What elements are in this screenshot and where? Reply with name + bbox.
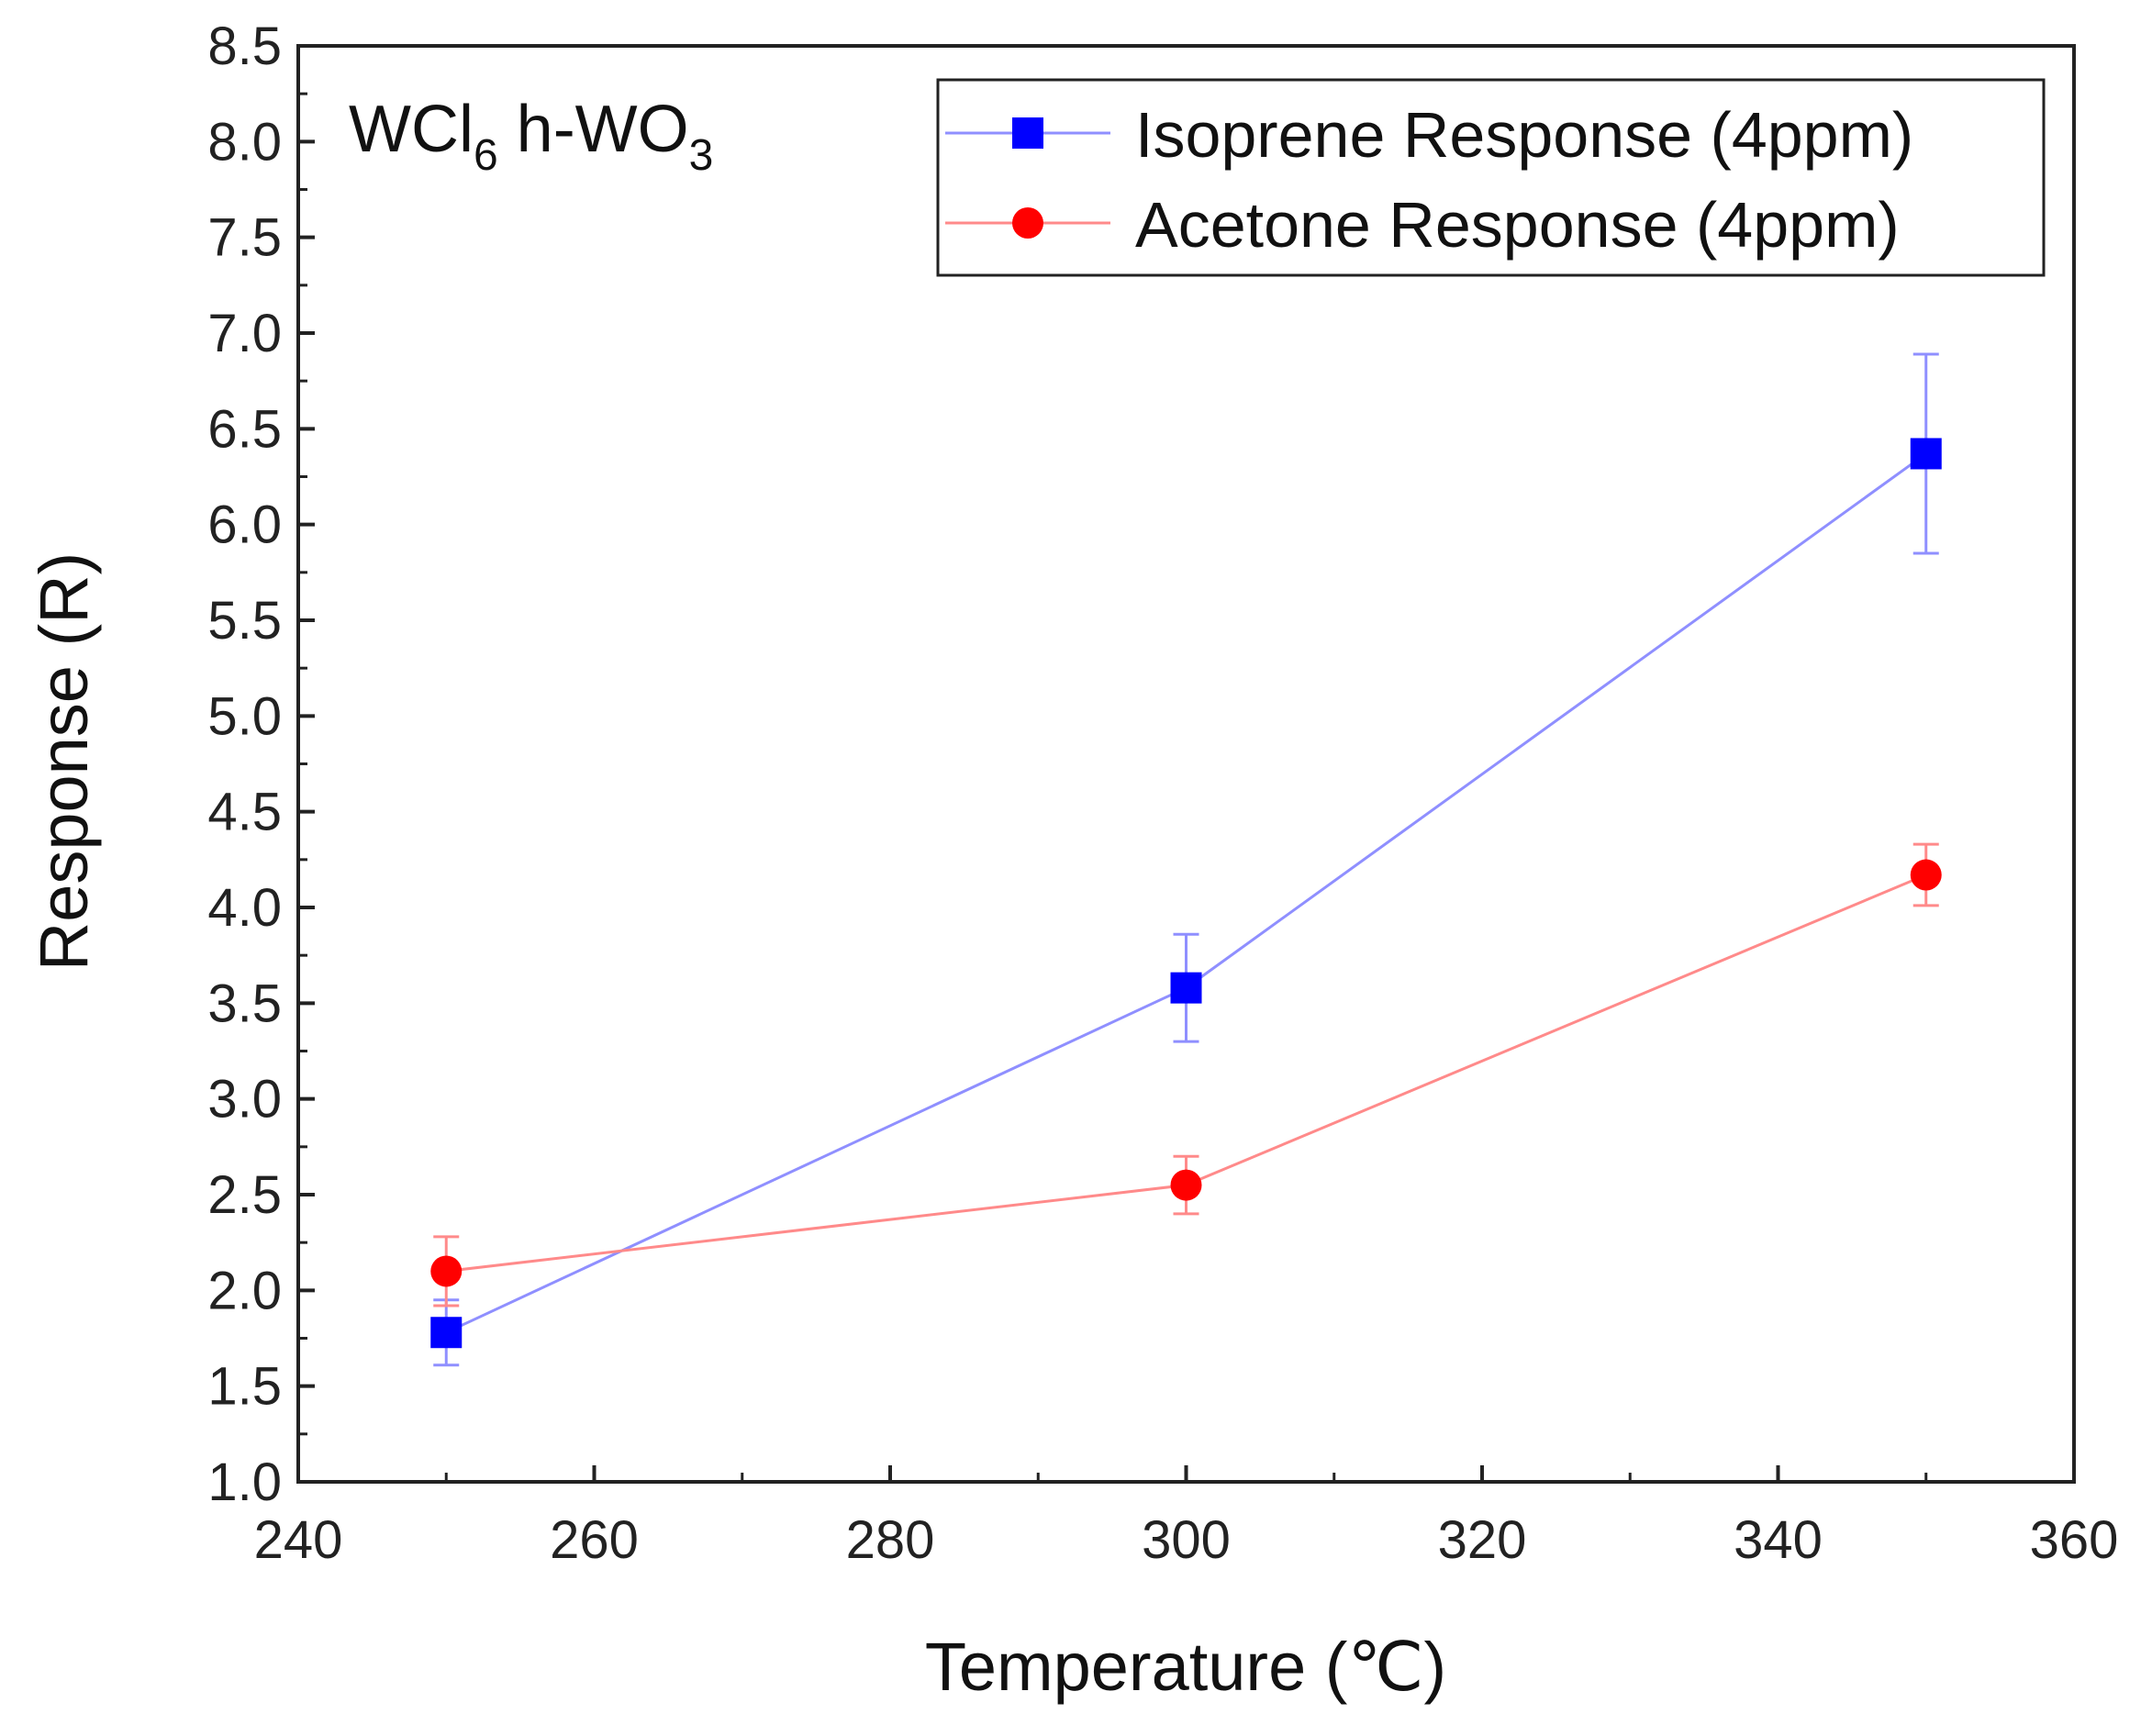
y-tick-label: 3.0 [207,1070,282,1130]
x-tick-label: 280 [846,1510,935,1570]
isoprene-point [1170,972,1202,1004]
x-tick-label: 260 [550,1510,639,1570]
y-tick-label: 3.5 [207,974,282,1033]
acetone-point [1910,859,1942,891]
y-tick-label: 8.5 [207,17,282,76]
annotation-sub-2: 3 [689,131,714,180]
y-tick-label: 7.0 [207,304,282,363]
y-tick-label: 4.5 [207,783,282,842]
x-tick-label: 340 [1734,1510,1823,1570]
y-axis-title: Response (R) [26,552,102,972]
y-tick-label: 7.5 [207,208,282,268]
series-layer [430,352,1942,1367]
y-tick-label: 6.5 [207,399,282,459]
y-tick-label: 1.0 [207,1452,282,1512]
annotation-main: WCl [349,93,474,166]
x-tick-label: 320 [1438,1510,1527,1570]
annotation-mid: h-WO [498,93,689,166]
legend-box [936,78,2046,277]
y-tick-label: 2.0 [207,1261,282,1320]
y-tick-label: 6.0 [207,495,282,555]
y-tick-label: 5.0 [207,686,282,746]
legend-acetone-label: Acetone Response (4ppm) [1135,189,1900,261]
isoprene-point [430,1317,463,1349]
legend-isoprene-label: Isoprene Response (4ppm) [1135,99,1913,171]
x-tick-label: 300 [1142,1510,1231,1570]
y-tick-label: 4.0 [207,878,282,938]
series-isoprene [430,352,1942,1367]
legend: Isoprene Response (4ppm) Acetone Respons… [936,78,2046,277]
series-acetone [430,842,1942,1308]
y-tick-label: 1.5 [207,1357,282,1417]
y-tick-label: 2.5 [207,1165,282,1225]
legend-acetone-marker [1012,207,1043,239]
acetone-point [430,1255,463,1287]
axis-ticks: 1.0 1.5 2.0 2.5 3.0 3.5 4.0 4.5 5.0 5.5 6.0 6.5 7.0 7… [207,17,2118,1570]
y-tick-label: 5.5 [207,591,282,651]
y-tick-label: 8.0 [207,112,282,172]
x-axis-title: Temperature (℃) [925,1629,1446,1705]
annotation-sub-1: 6 [474,131,498,180]
x-tick-label: 360 [2030,1510,2119,1570]
legend-isoprene-marker [1012,117,1043,149]
x-tick-label: 240 [254,1510,343,1570]
acetone-point [1170,1169,1202,1201]
isoprene-point [1910,438,1942,470]
sample-annotation: WCl6 h-WO3 [349,93,713,180]
